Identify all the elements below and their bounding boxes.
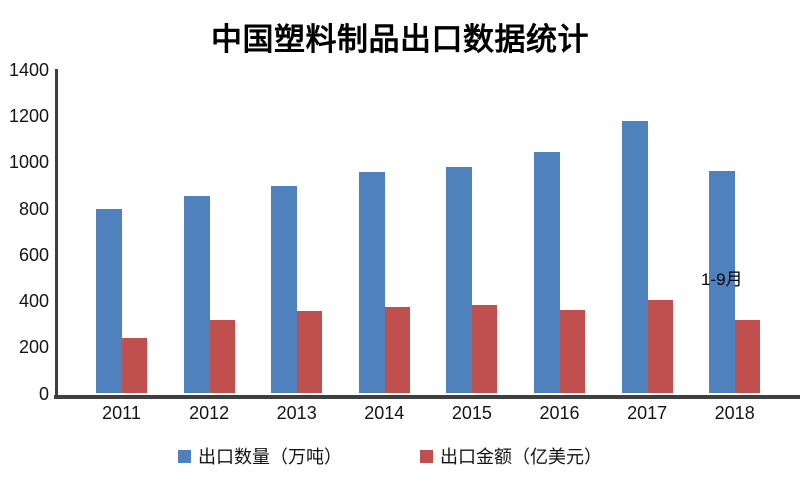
- chart-title: 中国塑料制品出口数据统计: [211, 22, 589, 57]
- bar-series1-2017: [621, 121, 648, 394]
- legend-label-export-value: 出口金额（亿美元）: [440, 447, 602, 467]
- bar-series2-2016: [560, 310, 585, 394]
- legend-swatch-blue: [178, 449, 191, 463]
- annotation-partial-year: 1-9月: [701, 270, 743, 289]
- x-label-2012: 2012: [189, 403, 230, 423]
- bar-series1-2014: [358, 172, 385, 394]
- bar-series2-2015: [472, 305, 498, 394]
- x-label-2011: 2011: [102, 403, 141, 423]
- y-tick-label-0: 0: [38, 383, 49, 404]
- x-label-2016: 2016: [539, 403, 580, 423]
- x-label-2013: 2013: [276, 403, 317, 423]
- y-tick-label-200: 200: [18, 337, 49, 358]
- y-tick-label-800: 800: [18, 198, 49, 219]
- x-axis-line: [54, 395, 800, 399]
- bar-series2-2012: [209, 319, 235, 394]
- bar-series2-2014: [384, 307, 410, 394]
- y-tick-label-1400: 1400: [8, 60, 49, 80]
- legend-label-export-quantity: 出口数量（万吨）: [198, 447, 342, 467]
- y-axis-line: [55, 69, 58, 396]
- y-tick-label-1200: 1200: [8, 106, 49, 127]
- x-label-2017: 2017: [627, 403, 668, 423]
- bar-series2-2018: [735, 319, 761, 394]
- bar-series1-2013: [271, 185, 298, 394]
- bar-series1-2011: [96, 208, 122, 394]
- legend-item-export-value: 出口金额（亿美元）: [420, 443, 602, 469]
- y-tick-label-1000: 1000: [8, 152, 49, 173]
- x-label-2014: 2014: [364, 403, 405, 423]
- bar-series2-2017: [647, 300, 673, 394]
- bar-series1-2018: [709, 171, 736, 394]
- legend-swatch-red: [420, 449, 433, 463]
- bar-series1-2016: [534, 152, 560, 394]
- y-tick-label-600: 600: [18, 244, 49, 265]
- bar-series2-2013: [297, 311, 323, 394]
- bar-series2-2011: [122, 338, 147, 394]
- x-label-2015: 2015: [451, 403, 492, 423]
- y-tick-label-400: 400: [18, 291, 49, 312]
- legend-item-export-quantity: 出口数量（万吨）: [178, 443, 342, 469]
- x-label-2018: 2018: [714, 403, 755, 423]
- bar-series1-2012: [183, 195, 210, 394]
- bar-series1-2015: [446, 167, 473, 394]
